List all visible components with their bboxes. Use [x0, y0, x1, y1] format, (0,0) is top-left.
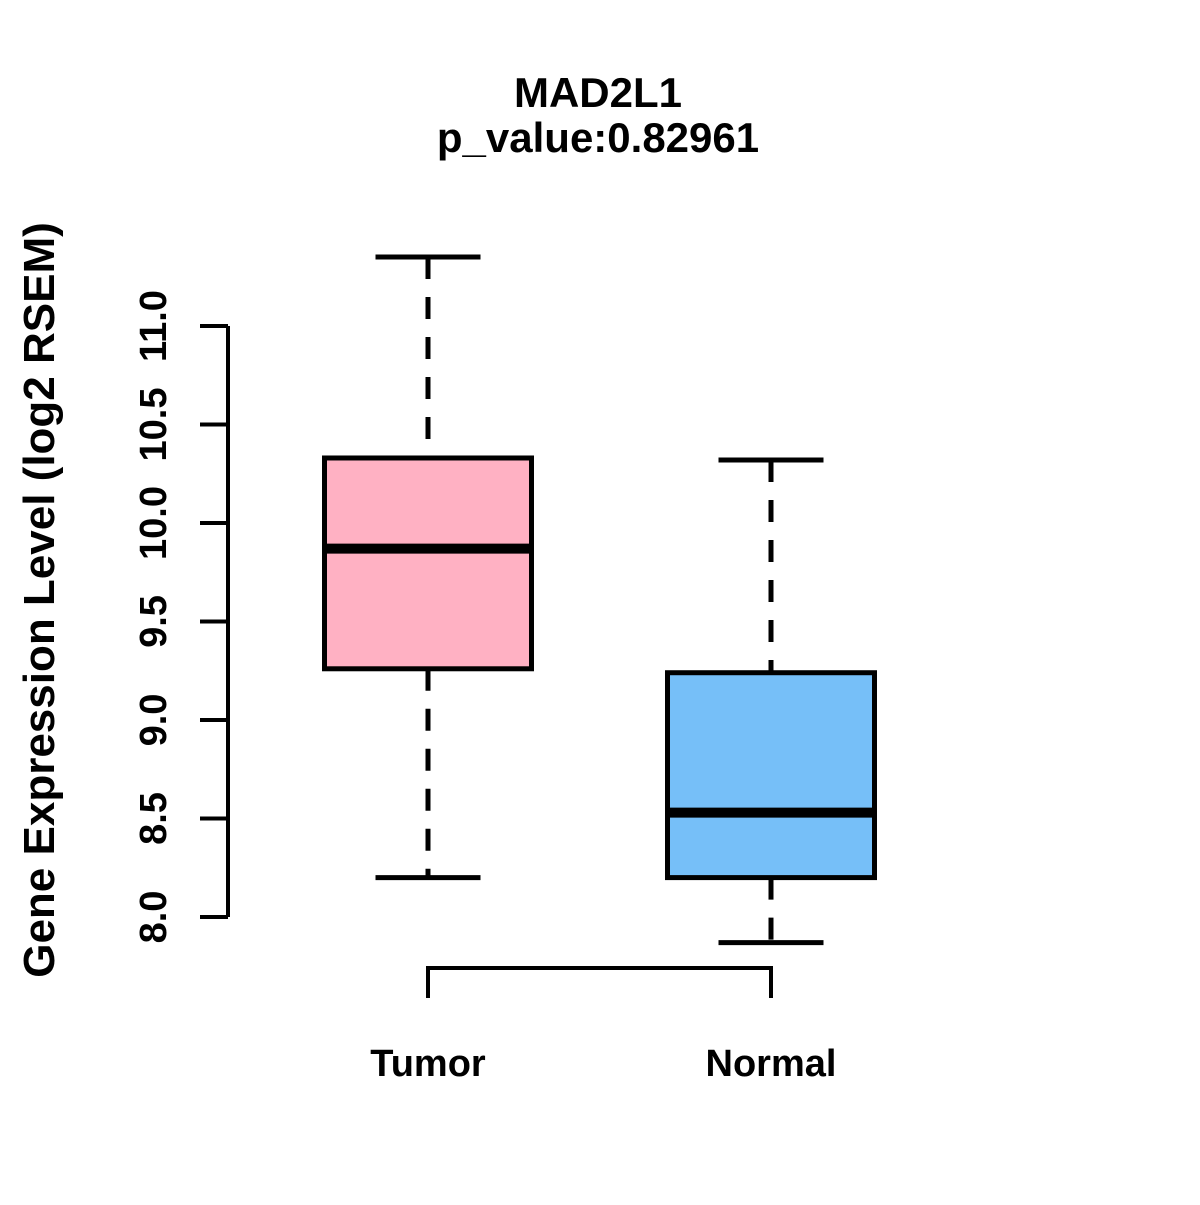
y-tick-label: 11.0 — [133, 290, 175, 362]
iqr-box — [665, 670, 877, 881]
boxes — [322, 254, 877, 946]
y-tick-label: 8.5 — [133, 792, 175, 845]
y-tick-label: 9.0 — [133, 694, 175, 747]
box-group-tumor — [322, 254, 534, 881]
y-tick-label: 9.5 — [133, 595, 175, 648]
group-label-normal: Normal — [706, 1043, 837, 1085]
chart-subtitle: p_value:0.82961 — [437, 114, 759, 161]
iqr-box — [322, 455, 534, 672]
box-group-normal — [665, 457, 877, 946]
y-tick-label: 8.0 — [133, 891, 175, 944]
chart-title: MAD2L1 — [514, 69, 682, 116]
group-label-tumor: Tumor — [370, 1043, 486, 1085]
x-axis-line — [426, 966, 773, 998]
y-axis-label: Gene Expression Level (log2 RSEM) — [15, 222, 64, 978]
y-tick-label: 10.5 — [133, 388, 175, 462]
y-axis: 8.0 8.5 9.0 9.5 10.0 10.5 11.0 — [133, 290, 230, 944]
x-axis-bracket — [426, 966, 773, 998]
group-labels: Tumor Normal — [370, 1043, 836, 1085]
y-tick-label: 10.0 — [133, 486, 175, 560]
